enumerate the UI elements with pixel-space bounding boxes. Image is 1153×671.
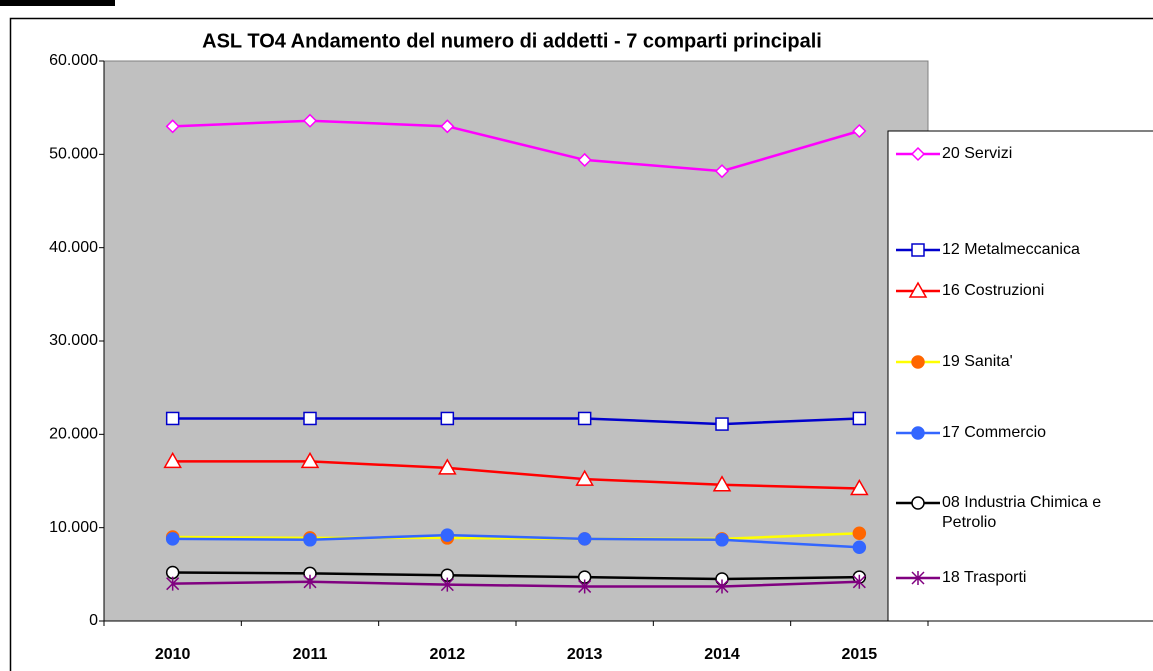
legend-marker (911, 571, 925, 585)
data-point (714, 164, 730, 179)
data-point (440, 528, 455, 542)
y-tick-label: 30.000 (49, 332, 98, 349)
legend-label: 19 Sanita' (942, 353, 1013, 370)
chart-frame (9, 17, 1153, 671)
x-tick-label: 2015 (842, 646, 878, 663)
data-point (438, 458, 457, 475)
legend-marker (911, 243, 925, 257)
series-line (172, 532, 860, 541)
legend-marker (911, 426, 925, 440)
y-tick-label: 40.000 (49, 239, 98, 256)
data-point (440, 411, 455, 426)
header-bar (0, 0, 115, 6)
y-tick-label: 50.000 (49, 146, 98, 163)
series-line (172, 417, 860, 426)
x-tick-label: 2013 (567, 646, 603, 663)
chart-title: ASL TO4 Andamento del numero di addetti … (202, 30, 822, 52)
data-point (852, 574, 866, 589)
legend-marker (911, 496, 925, 510)
legend-marker (910, 146, 926, 162)
data-point (852, 540, 867, 555)
x-tick-label: 2011 (293, 646, 328, 663)
legend-marker (908, 281, 928, 298)
data-point (302, 113, 318, 128)
legend-label: 08 Industria Chimica e Petrolio (942, 494, 1102, 531)
legend-label: 17 Commercio (942, 424, 1047, 441)
y-tick-label: 10.000 (49, 519, 98, 536)
legend-label: 20 Servizi (942, 145, 1013, 162)
data-point (166, 576, 180, 591)
legend-label: 12 Metalmeccanica (942, 241, 1080, 258)
y-tick-label: 60.000 (49, 52, 98, 69)
y-tick-label: 0 (89, 612, 98, 629)
data-point (303, 574, 317, 589)
data-point (715, 533, 729, 547)
data-point (577, 152, 592, 167)
data-point (165, 532, 180, 546)
data-point (578, 579, 592, 594)
legend-marker (911, 355, 925, 369)
data-point (303, 411, 317, 426)
data-point (440, 577, 454, 592)
data-point (852, 526, 867, 541)
series-line (172, 460, 860, 490)
data-point (163, 451, 182, 469)
legend-label: 18 Trasporti (942, 569, 1027, 586)
data-point (715, 417, 729, 431)
data-point (300, 451, 320, 469)
series-line (172, 580, 860, 588)
data-point (852, 411, 867, 426)
data-point (577, 411, 592, 426)
data-point (577, 532, 592, 546)
series-line (172, 533, 860, 549)
data-point (303, 533, 317, 547)
series-line (172, 119, 860, 173)
x-tick-label: 2014 (704, 646, 740, 663)
series-line (172, 571, 860, 581)
data-point (850, 478, 869, 496)
data-point (712, 475, 732, 492)
data-point (440, 119, 455, 134)
data-point (165, 119, 180, 134)
legend-box (887, 130, 1153, 622)
data-point (715, 579, 729, 594)
legend-label: 16 Costruzioni (942, 282, 1045, 299)
data-point (575, 469, 594, 486)
data-point (165, 411, 180, 426)
x-tick-label: 2012 (430, 646, 466, 663)
data-point (852, 123, 867, 139)
y-tick-label: 20.000 (49, 426, 98, 443)
x-tick-label: 2010 (155, 646, 191, 663)
